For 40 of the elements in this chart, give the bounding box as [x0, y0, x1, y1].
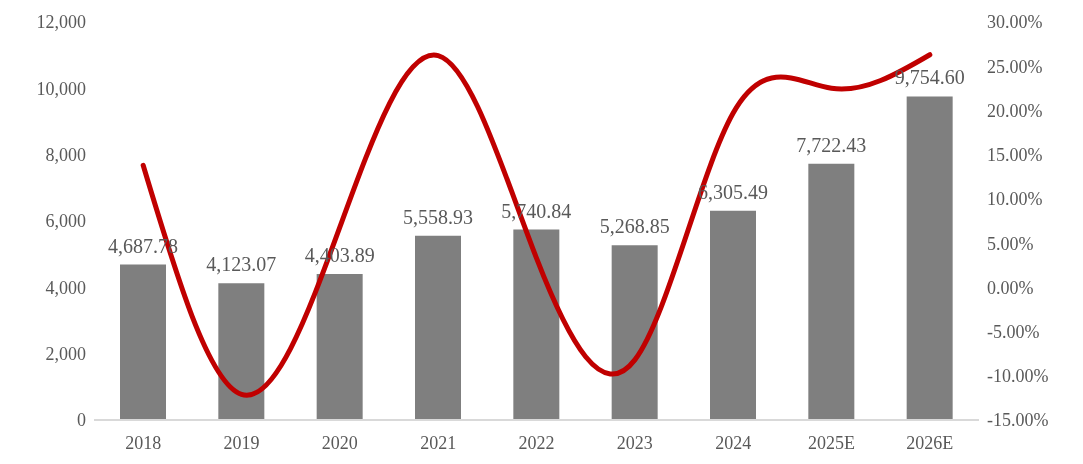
data-label: 9,754.60 — [894, 66, 965, 89]
y2-tick-label: 20.00% — [987, 100, 1043, 121]
y2-tick-label: 5.00% — [987, 233, 1034, 254]
bar — [906, 96, 953, 420]
data-label: 5,558.93 — [403, 205, 473, 228]
y2-tick-label: 10.00% — [987, 189, 1043, 210]
data-label: 4,123.07 — [206, 253, 277, 276]
x-tick-label: 2022 — [518, 432, 555, 453]
y-tick-label: 2,000 — [45, 344, 86, 365]
y2-tick-label: -15.00% — [987, 410, 1049, 431]
y-tick-label: 12,000 — [36, 12, 86, 33]
x-tick-label: 2021 — [420, 432, 457, 453]
x-tick-label: 2019 — [223, 432, 260, 453]
y2-tick-label: 30.00% — [987, 12, 1043, 33]
bar — [120, 264, 166, 420]
y2-tick-label: 0.00% — [987, 277, 1034, 298]
y2-tick-label: -10.00% — [987, 366, 1049, 387]
bar — [808, 163, 855, 420]
bar — [415, 235, 461, 420]
x-tick-label: 2025E — [808, 432, 855, 453]
x-tick-label: 2023 — [616, 432, 653, 453]
y-tick-label: 10,000 — [36, 78, 86, 99]
x-tick-label: 2026E — [906, 432, 954, 453]
x-tick-label: 2024 — [715, 432, 752, 453]
x-tick-label: 2020 — [321, 432, 358, 453]
bar — [218, 283, 265, 420]
data-label: 7,722.43 — [796, 133, 867, 156]
y2-tick-label: 15.00% — [987, 145, 1043, 166]
bar — [611, 245, 658, 420]
bar — [513, 229, 560, 420]
x-tick-label: 2018 — [125, 432, 162, 453]
bar — [710, 210, 756, 420]
bar — [316, 273, 363, 420]
y2-tick-label: 25.00% — [987, 56, 1043, 77]
y2-tick-label: -5.00% — [987, 321, 1040, 342]
y-tick-label: 8,000 — [45, 145, 86, 166]
y-tick-label: 6,000 — [45, 211, 86, 232]
y-tick-label: 4,000 — [45, 277, 86, 298]
y-tick-label: 0 — [77, 410, 86, 431]
data-label: 5,268.85 — [599, 215, 670, 238]
